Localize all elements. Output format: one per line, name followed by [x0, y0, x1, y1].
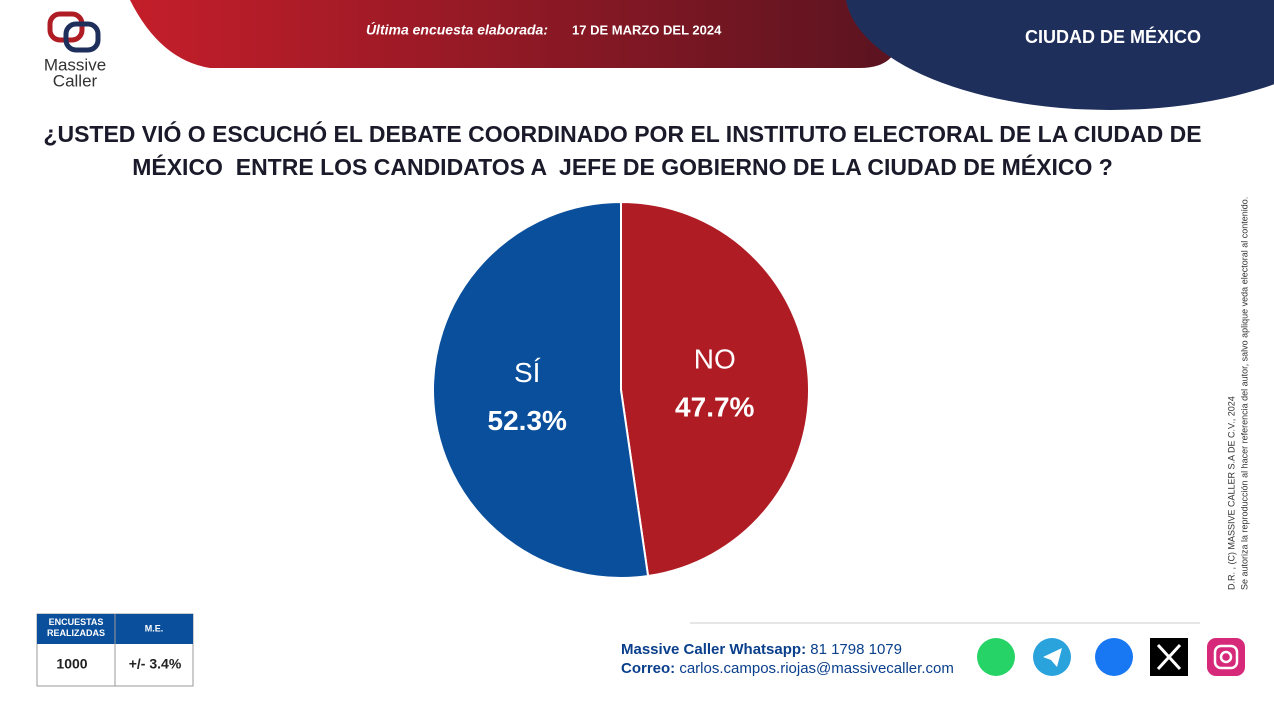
logo: Massive Caller [44, 11, 106, 90]
table-header: ENCUESTAS REALIZADAS [47, 617, 105, 638]
whatsapp-icon[interactable] [977, 638, 1015, 676]
slice-value: 47.7% [675, 392, 754, 423]
email-label: Correo: [621, 660, 675, 677]
copyright: Se autoriza la reproducción al hacer ref… [1239, 197, 1249, 590]
logo-mark [63, 21, 101, 53]
logo-text: Massive [44, 55, 106, 74]
table-header: M.E. [145, 623, 164, 633]
email-address: carlos.campos.riojas@massivecaller.com [679, 660, 953, 677]
sample-table: ENCUESTAS REALIZADAS M.E. 1000 +/- 3.4% [36, 613, 194, 687]
whatsapp-label: Massive Caller Whatsapp: [621, 641, 806, 658]
header-band [130, 0, 900, 68]
telegram-glyph [1043, 648, 1062, 667]
whatsapp: Massive Caller Whatsapp: 81 1798 1079 [621, 641, 902, 658]
pie: NO 47.7% SÍ 52.3% [432, 200, 810, 579]
whatsapp-number: 81 1798 1079 [810, 641, 902, 658]
header-region-shape [845, 0, 1274, 110]
x-glyph [1156, 643, 1182, 671]
slice-name: SÍ [514, 357, 541, 388]
instagram-glyph [1219, 650, 1233, 664]
pie-slice [620, 200, 810, 578]
table-cell: 1000 [56, 656, 87, 672]
slice-value: 52.3% [488, 405, 567, 436]
table-header-line: ENCUESTAS [49, 617, 104, 627]
facebook-icon[interactable] [1095, 638, 1133, 676]
chart-title: ¿USTED VIÓ O ESCUCHÓ EL DEBATE COORDINAD… [43, 121, 1208, 180]
logo-text: Caller [53, 71, 98, 90]
email: Correo: carlos.campos.riojas@massivecall… [621, 660, 954, 677]
social-icons [977, 638, 1245, 676]
date: 17 DE MARZO DEL 2024 [572, 22, 722, 37]
instagram-icon[interactable] [1207, 638, 1245, 676]
pie-slice [432, 200, 650, 579]
slice-name: NO [694, 344, 736, 375]
table-header-line: REALIZADAS [47, 628, 105, 638]
table-cell: +/- 3.4% [129, 656, 182, 672]
instagram-glyph [1213, 644, 1239, 670]
copyright: D.R. , (C) MASSIVE CALLER S.A DE C.V., 2… [1226, 396, 1236, 590]
region: CIUDAD DE MÉXICO [1025, 26, 1201, 47]
date-label: Última encuesta elaborada: [366, 21, 548, 38]
